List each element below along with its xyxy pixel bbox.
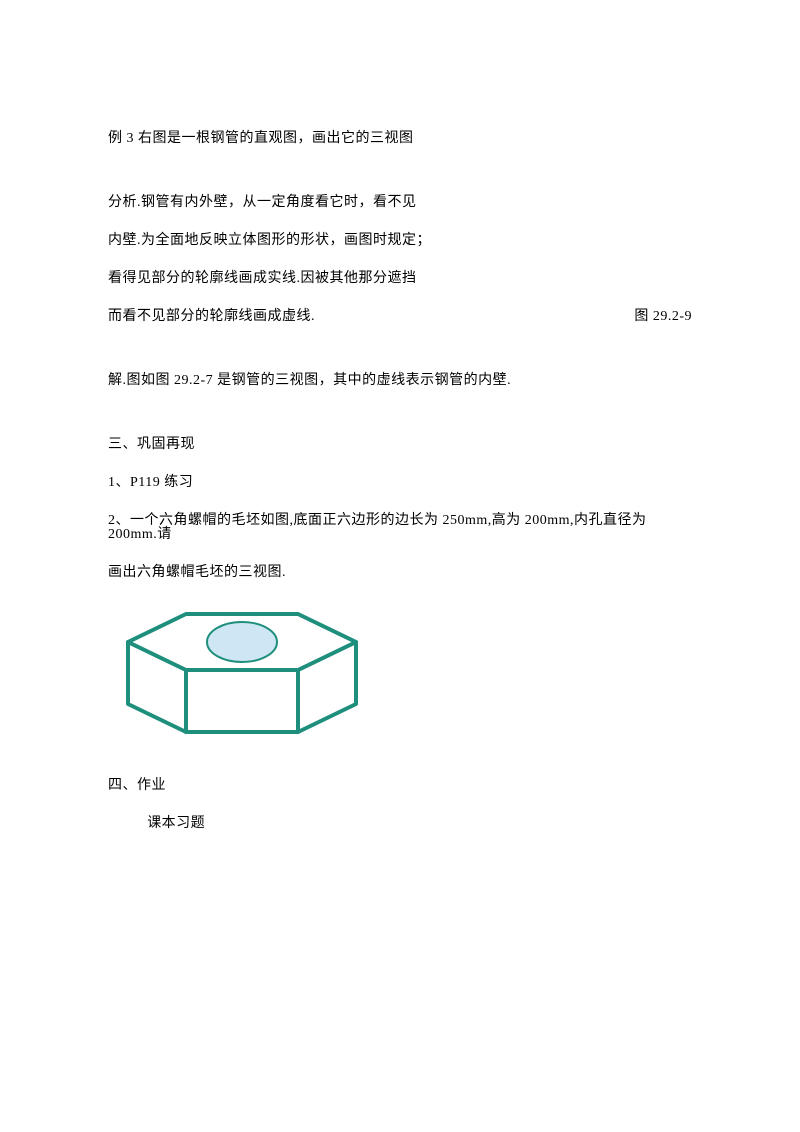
hexnut-figure xyxy=(108,604,692,769)
figure-caption-29-2-9: 图 29.2-9 xyxy=(634,310,692,324)
spacer xyxy=(108,170,692,196)
paragraph-analysis-3: 看得见部分的轮廓线画成实线.因被其他那分遮挡 xyxy=(108,272,692,286)
hexnut-hole xyxy=(207,622,277,662)
spacer xyxy=(108,412,692,438)
document-page: 例 3 右图是一根钢管的直观图，画出它的三视图 分析.钢管有内外壁，从一定角度看… xyxy=(0,0,800,831)
exercise-2-line1: 2、一个六角螺帽的毛坯如图,底面正六边形的边长为 250mm,高为 200mm,… xyxy=(108,514,692,542)
homework-text: 课本习题 xyxy=(108,817,692,831)
exercise-1: 1、P119 练习 xyxy=(108,476,692,490)
paragraph-example3: 例 3 右图是一根钢管的直观图，画出它的三视图 xyxy=(108,132,692,146)
hexnut-svg xyxy=(108,604,376,764)
paragraph-analysis-4-with-caption: 而看不见部分的轮廓线画成虚线. 图 29.2-9 xyxy=(108,310,692,324)
spacer xyxy=(108,348,692,374)
hexnut-side-mid xyxy=(186,670,298,732)
paragraph-analysis-1: 分析.钢管有内外壁，从一定角度看它时，看不见 xyxy=(108,196,692,210)
paragraph-analysis-4-text: 而看不见部分的轮廓线画成虚线. xyxy=(108,310,315,324)
heading-section-3: 三、巩固再现 xyxy=(108,438,692,452)
exercise-2-line2: 画出六角螺帽毛坯的三视图. xyxy=(108,566,692,580)
heading-section-4: 四、作业 xyxy=(108,779,692,793)
paragraph-solution: 解.图如图 29.2-7 是钢管的三视图，其中的虚线表示钢管的内壁. xyxy=(108,374,692,388)
paragraph-analysis-2: 内壁.为全面地反映立体图形的形状，画图时规定； xyxy=(108,234,692,248)
